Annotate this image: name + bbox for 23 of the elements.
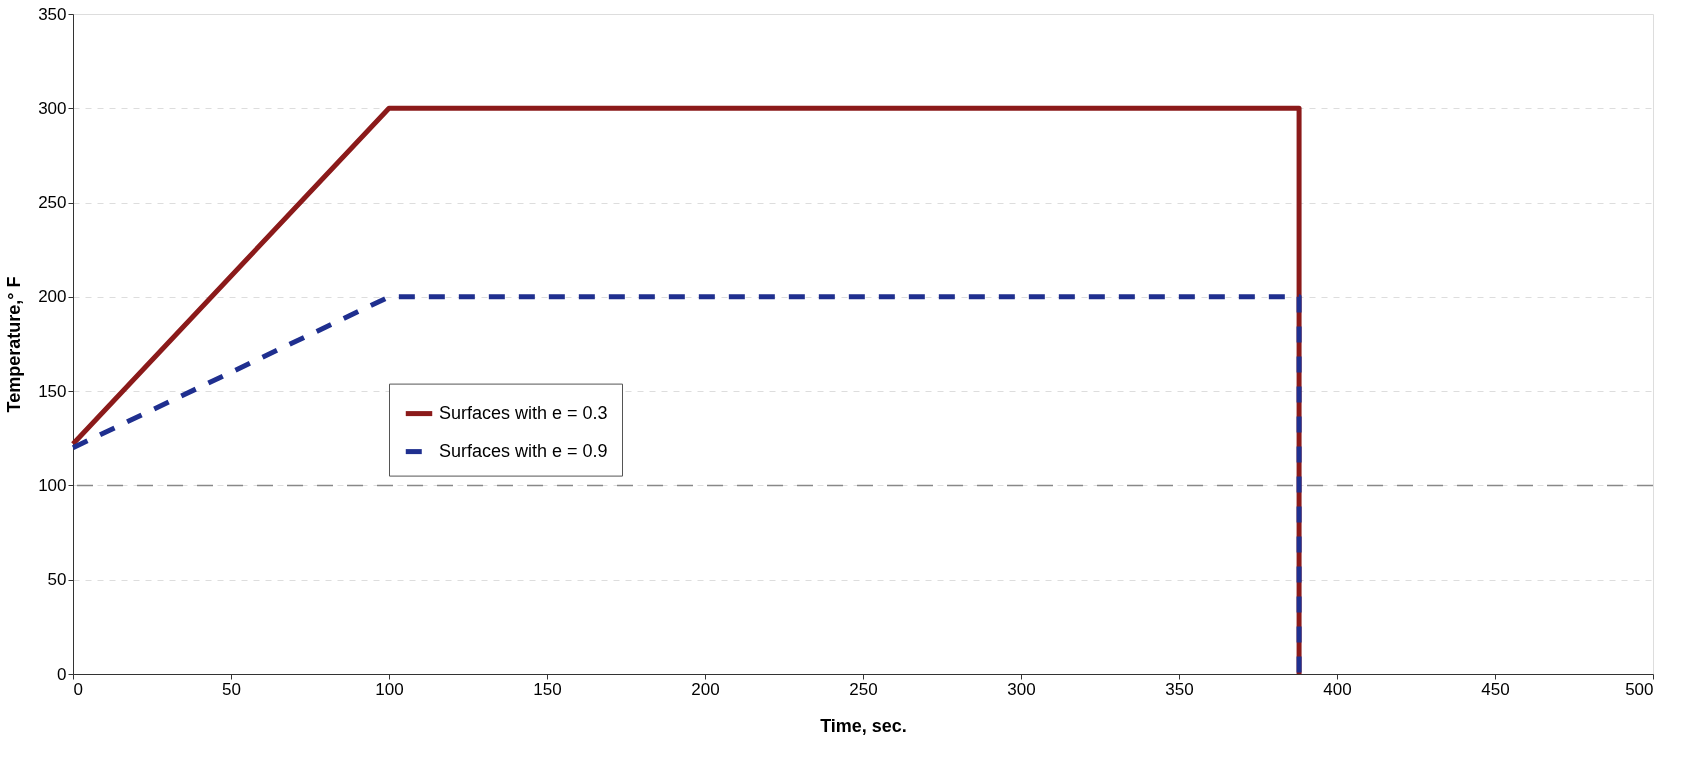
x-tick-label: 350 [1165,679,1194,699]
legend-label: Surfaces with e = 0.3 [439,402,608,423]
y-tick-label: 350 [38,4,67,24]
x-tick-label: 250 [849,679,878,699]
x-axis-title: Time, sec. [820,715,907,736]
x-tick-label: 450 [1481,679,1510,699]
x-tick-label: 150 [533,679,562,699]
y-tick-label: 300 [38,98,67,118]
y-tick-label: 150 [38,381,67,401]
y-tick-label: 50 [47,570,67,590]
x-tick-label: 400 [1323,679,1352,699]
x-tick-label: 0 [73,679,83,699]
x-tick-label: 200 [691,679,720,699]
x-tick-label: 500 [1625,679,1654,699]
y-axis-title: Temperature,° F [4,276,25,413]
legend-label: Surfaces with e = 0.9 [439,440,608,461]
x-tick-label: 50 [222,679,241,699]
x-tick-label: 300 [1007,679,1036,699]
y-tick-label: 250 [38,193,67,213]
y-tick-label: 0 [57,664,67,684]
y-tick-label: 200 [38,287,67,307]
y-tick-label: 100 [38,475,67,495]
x-tick-label: 100 [375,679,404,699]
